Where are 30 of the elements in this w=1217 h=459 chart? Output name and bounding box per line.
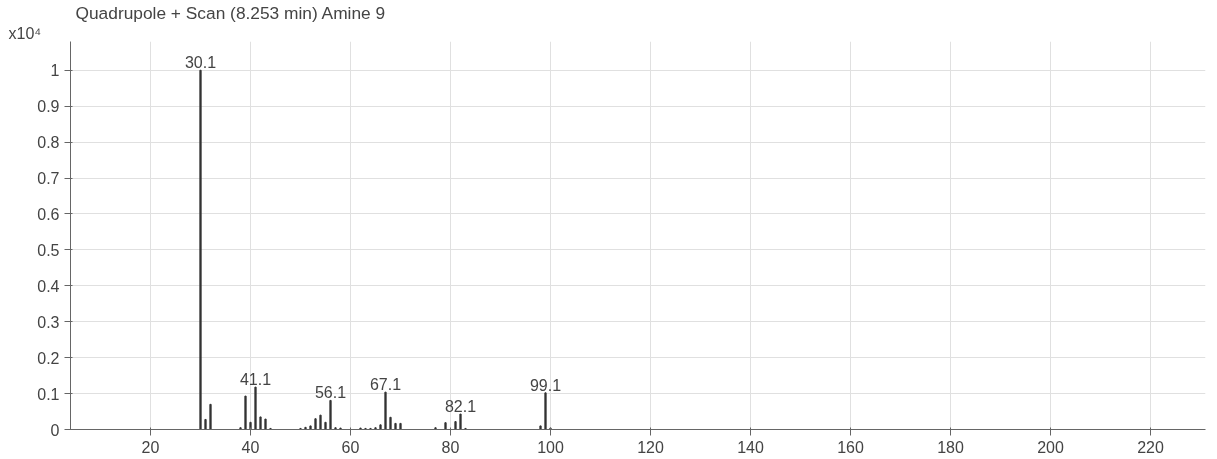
y-tick-label: 0.6 bbox=[37, 205, 60, 223]
annotation: 30.1 bbox=[184, 54, 217, 72]
x-tick-label: 100 bbox=[537, 438, 564, 456]
y-tick-label: 0.7 bbox=[37, 170, 60, 188]
x-tick-label: 20 bbox=[141, 438, 160, 456]
y-tick-label: 0.2 bbox=[37, 349, 60, 367]
x-tick-label: 40 bbox=[241, 438, 260, 456]
annotation: 82.1 bbox=[444, 398, 477, 416]
x-tick-label: 180 bbox=[937, 438, 964, 456]
y-tick-label: 0.5 bbox=[37, 241, 60, 259]
x-tick-label: 120 bbox=[637, 438, 664, 456]
y-tick-label: 0.9 bbox=[37, 98, 60, 116]
x-tick-label: 160 bbox=[837, 438, 864, 456]
y-tick-label: 0 bbox=[50, 421, 60, 439]
x-tick-label: 200 bbox=[1037, 438, 1064, 456]
x-tick-label: 140 bbox=[737, 438, 764, 456]
y-tick-label: 0.1 bbox=[37, 385, 60, 403]
y-tick-label: 0.3 bbox=[37, 313, 60, 331]
x-tick-label: 220 bbox=[1137, 438, 1164, 456]
annotation: 56.1 bbox=[314, 384, 347, 402]
y-tick-label: 0.8 bbox=[37, 134, 60, 152]
y-axis-title: x10⁴ bbox=[8, 24, 42, 42]
y-tick-label: 1 bbox=[50, 62, 60, 80]
annotation: 99.1 bbox=[529, 376, 562, 394]
chart-title: Quadrupole + Scan (8.253 min) Amine 9 bbox=[75, 2, 386, 23]
annotation: 41.1 bbox=[239, 371, 272, 389]
x-tick-label: 60 bbox=[341, 438, 360, 456]
annotation: 67.1 bbox=[369, 376, 402, 394]
x-tick-label: 80 bbox=[441, 438, 460, 456]
y-tick-label: 0.4 bbox=[37, 277, 60, 295]
